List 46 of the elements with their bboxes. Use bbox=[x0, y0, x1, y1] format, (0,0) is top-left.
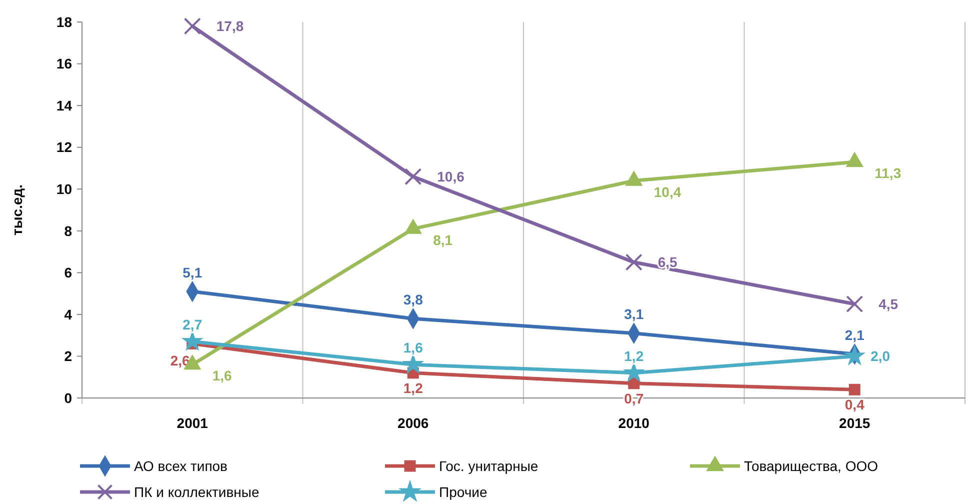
point bbox=[848, 384, 860, 396]
legend-label: Прочие bbox=[439, 484, 488, 500]
y-tick-label: 0 bbox=[64, 390, 72, 406]
data-label: 2,7 bbox=[182, 316, 202, 333]
point bbox=[624, 362, 644, 382]
data-label: 0,4 bbox=[844, 396, 865, 413]
x-tick-label: 2001 bbox=[176, 415, 208, 431]
point bbox=[403, 354, 424, 374]
data-label: 1,6 bbox=[403, 340, 424, 356]
data-label: 4,5 bbox=[878, 296, 898, 312]
x-tick-label: 2015 bbox=[839, 415, 870, 431]
y-axis-title: тыс.ед. bbox=[9, 184, 25, 236]
data-label: 1,2 bbox=[624, 348, 644, 364]
y-tick-label: 16 bbox=[56, 56, 72, 72]
y-tick-label: 18 bbox=[56, 14, 72, 30]
legend-label: Гос. унитарные bbox=[439, 458, 538, 474]
data-label: 2,0 bbox=[870, 348, 890, 364]
legend-label: АО всех типов bbox=[134, 458, 228, 474]
point bbox=[844, 346, 865, 365]
y-tick-label: 10 bbox=[56, 181, 72, 198]
y-tick-label: 6 bbox=[64, 264, 72, 281]
y-tick-label: 4 bbox=[64, 306, 72, 322]
legend-label: Товарищества, ООО bbox=[744, 458, 878, 474]
data-label: 1,6 bbox=[212, 368, 232, 384]
point bbox=[846, 295, 864, 313]
y-tick-label: 14 bbox=[56, 97, 72, 114]
y-tick-label: 8 bbox=[64, 222, 72, 239]
data-label: 3,8 bbox=[403, 292, 424, 308]
legend-label: ПК и коллективные bbox=[134, 484, 260, 500]
data-label: 11,3 bbox=[874, 164, 902, 181]
data-label: 8,1 bbox=[433, 232, 453, 248]
x-tick-label: 2010 bbox=[618, 415, 650, 431]
data-label: 3,1 bbox=[624, 306, 644, 322]
data-label: 5,1 bbox=[182, 264, 202, 280]
y-tick-label: 2 bbox=[64, 348, 72, 364]
point bbox=[184, 18, 201, 35]
data-label: 10,6 bbox=[437, 168, 465, 185]
point bbox=[404, 168, 422, 186]
data-label: 17,8 bbox=[216, 18, 244, 34]
data-label: 10,4 bbox=[654, 184, 682, 200]
data-label: 2,1 bbox=[844, 327, 865, 344]
x-tick-label: 2006 bbox=[398, 415, 429, 431]
point bbox=[625, 254, 642, 271]
point bbox=[182, 331, 202, 350]
y-tick-label: 12 bbox=[56, 139, 72, 156]
data-label: 1,2 bbox=[403, 380, 424, 396]
